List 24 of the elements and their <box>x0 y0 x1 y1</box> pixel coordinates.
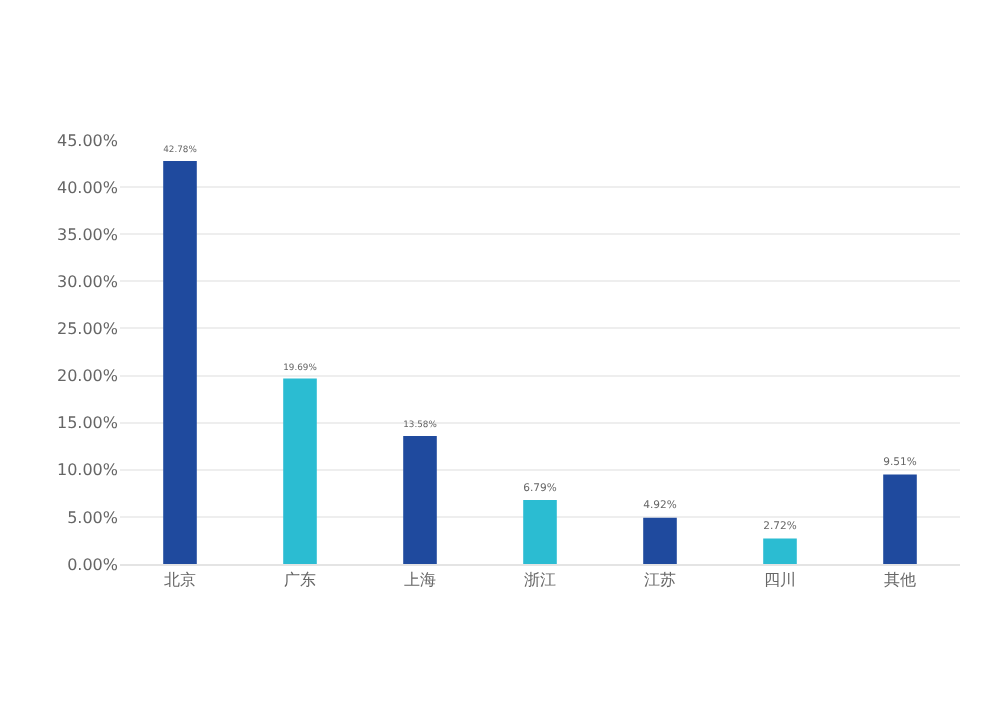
x-tick-label: 江苏 <box>644 571 676 590</box>
x-tick-label: 浙江 <box>524 571 556 590</box>
bar <box>163 160 197 564</box>
y-tick-label: 5.00% <box>67 508 119 527</box>
y-tick-label: 40.00% <box>56 178 119 197</box>
x-tick-label: 上海 <box>404 571 436 590</box>
y-tick-label: 35.00% <box>56 225 119 244</box>
bar <box>763 538 797 564</box>
y-tick-label: 20.00% <box>56 367 119 386</box>
bar <box>403 436 437 564</box>
x-tick-label: 其他 <box>884 571 916 590</box>
y-tick-label: 30.00% <box>56 272 119 291</box>
bar <box>523 500 557 564</box>
x-tick-label: 北京 <box>164 571 196 590</box>
y-tick-label: 0.00% <box>67 555 119 574</box>
y-tick-label: 15.00% <box>56 414 119 433</box>
y-tick-label: 25.00% <box>56 320 119 339</box>
bar <box>883 474 917 564</box>
bar <box>643 517 677 564</box>
y-tick-label: 10.00% <box>56 461 119 480</box>
x-tick-label: 广东 <box>284 571 316 590</box>
bar <box>283 378 317 564</box>
x-tick-label: 四川 <box>764 571 796 590</box>
y-tick-label: 45.00% <box>56 131 119 150</box>
